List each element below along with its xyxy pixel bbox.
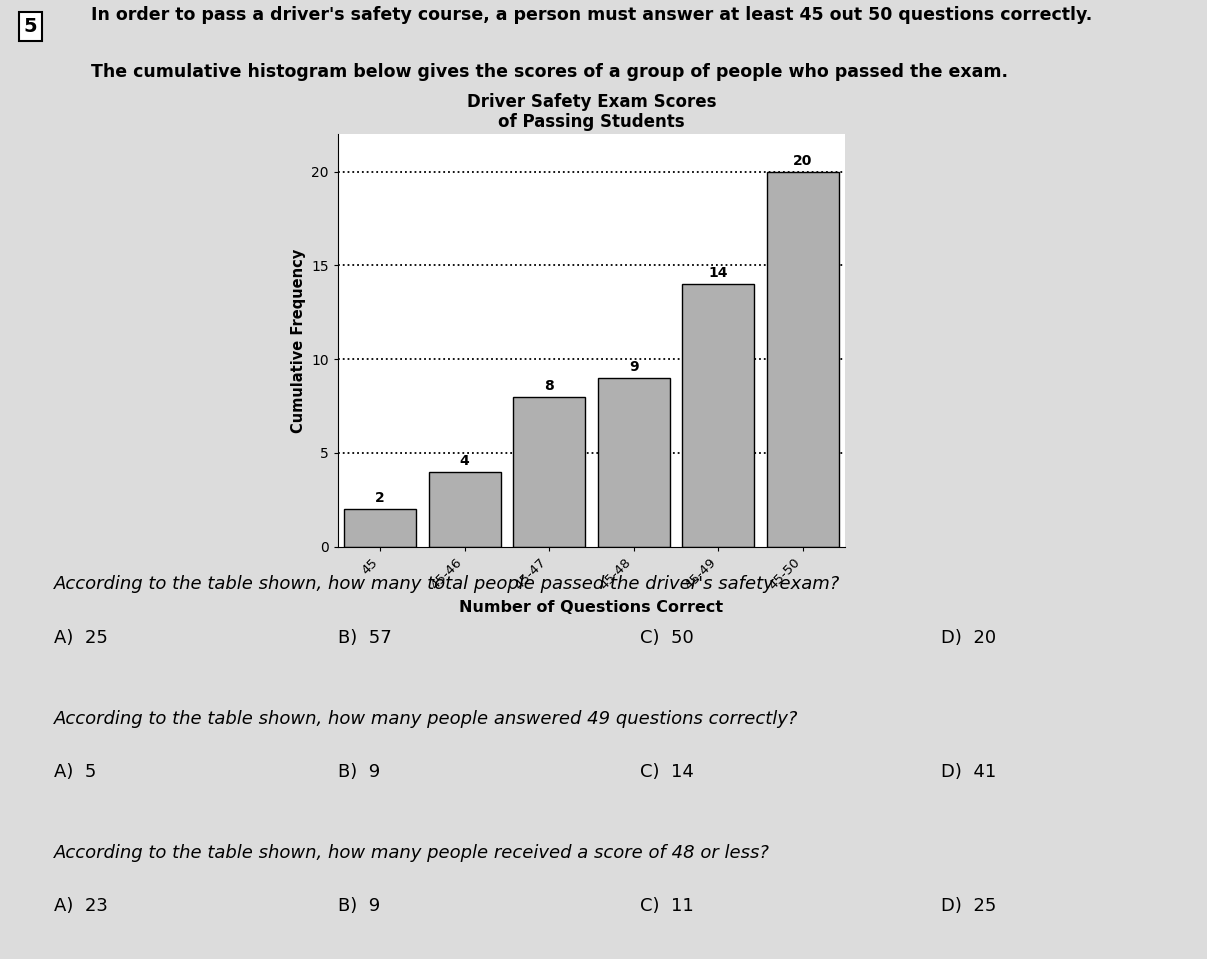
Text: D)  20: D) 20: [941, 629, 997, 647]
Text: C)  14: C) 14: [640, 763, 694, 782]
Bar: [766, 172, 839, 547]
Bar: [428, 472, 501, 547]
Text: According to the table shown, how many total people passed the driver's safety e: According to the table shown, how many t…: [54, 575, 840, 594]
Text: 4: 4: [460, 454, 470, 468]
Y-axis label: Cumulative Frequency: Cumulative Frequency: [291, 248, 305, 433]
Text: A)  5: A) 5: [54, 763, 97, 782]
Text: A)  25: A) 25: [54, 629, 109, 647]
Text: 5: 5: [23, 17, 37, 36]
Title: Driver Safety Exam Scores
of Passing Students: Driver Safety Exam Scores of Passing Stu…: [467, 92, 716, 131]
Text: D)  41: D) 41: [941, 763, 997, 782]
Text: A)  23: A) 23: [54, 898, 109, 915]
Text: 9: 9: [629, 361, 639, 374]
Text: B)  9: B) 9: [338, 763, 380, 782]
Text: B)  57: B) 57: [338, 629, 392, 647]
Text: 2: 2: [375, 491, 385, 505]
Text: In order to pass a driver's safety course, a person must answer at least 45 out : In order to pass a driver's safety cours…: [91, 6, 1092, 24]
Text: According to the table shown, how many people answered 49 questions correctly?: According to the table shown, how many p…: [54, 710, 799, 728]
Text: C)  50: C) 50: [640, 629, 694, 647]
Text: The cumulative histogram below gives the scores of a group of people who passed : The cumulative histogram below gives the…: [91, 63, 1008, 82]
Bar: [513, 397, 585, 547]
Bar: [682, 284, 754, 547]
Bar: [597, 378, 670, 547]
Bar: [344, 509, 416, 547]
X-axis label: Number of Questions Correct: Number of Questions Correct: [460, 600, 723, 616]
Text: 20: 20: [793, 154, 812, 168]
Text: 8: 8: [544, 379, 554, 393]
Text: D)  25: D) 25: [941, 898, 997, 915]
Text: B)  9: B) 9: [338, 898, 380, 915]
Text: C)  11: C) 11: [640, 898, 694, 915]
Text: According to the table shown, how many people received a score of 48 or less?: According to the table shown, how many p…: [54, 844, 770, 861]
Text: 14: 14: [709, 267, 728, 280]
